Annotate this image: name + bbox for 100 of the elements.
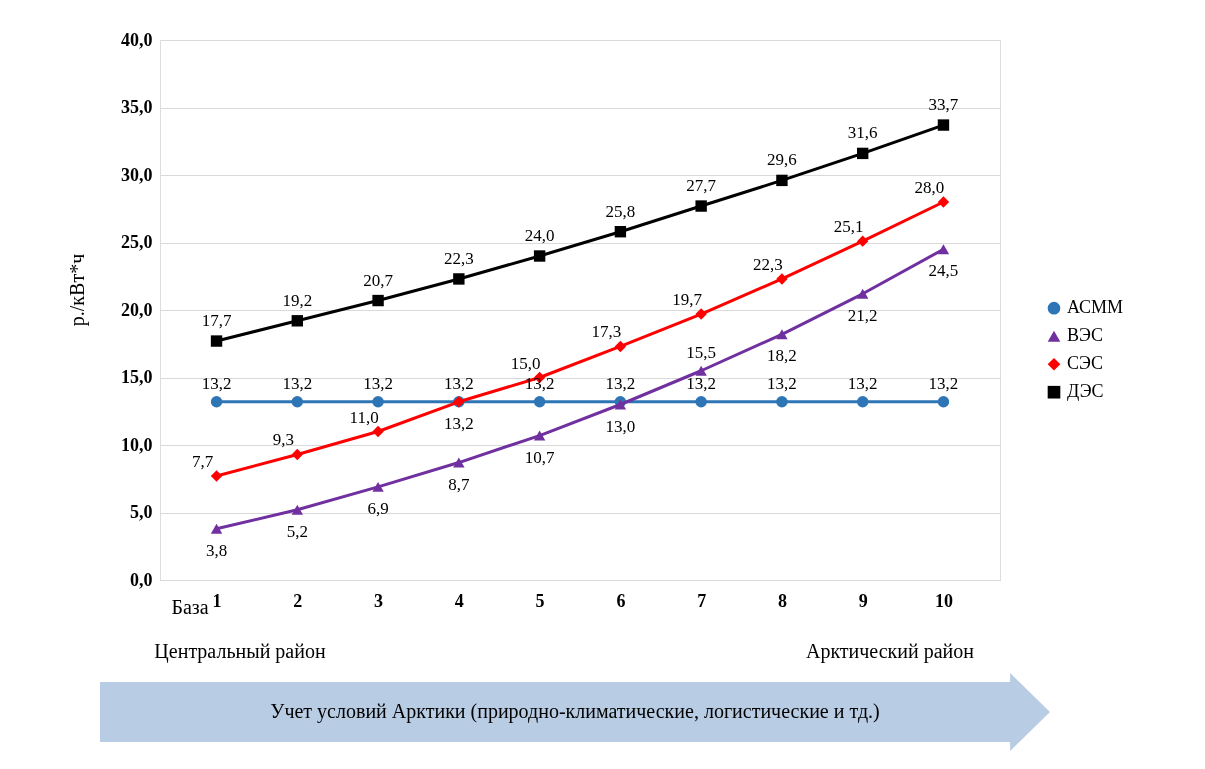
y-tick-label: 30,0 [121,164,153,185]
x-tick-label: 6 [616,590,626,611]
text: Учет условий Арктики (природно-климатические, логистические и тд.) [270,700,880,723]
data-label: 24,0 [524,226,555,245]
data-label: 20,7 [363,270,394,290]
point [614,226,627,238]
data-label: 25,1 [833,217,864,237]
point [856,147,869,160]
text: Центральный район [154,640,326,663]
y-tick-label: 15,0 [121,367,153,387]
point [937,119,950,131]
point [372,294,384,307]
point [291,396,304,408]
point [291,315,304,327]
y-tick-label: 0,0 [130,569,153,590]
data-label: 17,3 [591,322,622,342]
data-label: 13,0 [605,416,636,436]
data-label: 33,7 [928,95,959,115]
data-label: 7,7 [191,452,214,472]
y-tick-label: 20,0 [121,299,153,320]
data-label: 13,2 [767,373,797,393]
data-label: 17,7 [201,311,232,331]
point [776,396,788,408]
point [533,396,546,408]
data-label: 13,2 [363,373,393,393]
x-tick-label: 5 [535,590,545,611]
data-label: 13,2 [443,413,474,433]
text: База [171,596,209,618]
point [210,396,223,408]
data-label: 31,6 [847,123,878,143]
point [533,250,546,262]
data-label: 24,5 [928,261,959,281]
point [695,308,707,320]
data-label: 6,9 [367,498,389,518]
y-tick-label: 5,0 [130,502,153,522]
data-label: 25,8 [605,201,636,221]
legend-label: АСММ [1067,297,1124,318]
point [856,396,869,408]
point [210,335,223,347]
data-label: 13,2 [282,373,313,393]
point [695,396,707,408]
data-label: 19,7 [672,290,703,310]
data-label: 27,7 [686,176,717,196]
point [937,244,950,255]
data-label: 21,2 [847,305,878,325]
data-label: 8,7 [448,474,470,494]
point [776,273,788,285]
legend-label: ДЭС [1067,381,1104,402]
x-tick-label: 10 [934,590,953,611]
point [776,329,788,340]
point [210,470,223,482]
data-label: 10,7 [524,447,555,467]
data-label: 3,8 [205,540,228,560]
data-label: 11,0 [349,407,379,427]
x-tick-label: 7 [697,590,707,611]
point [937,396,950,408]
legend-label: СЭС [1067,353,1103,374]
data-label: 5,2 [286,521,308,541]
x-tick-label: 3 [374,590,384,611]
x-tick-label: 4 [454,590,464,611]
x-tick-label: 9 [858,590,868,611]
data-label: 13,2 [605,373,636,393]
point [453,273,465,285]
data-label: 9,3 [272,430,294,450]
data-label: 13,2 [928,373,959,393]
data-label: 15,0 [510,353,541,373]
point [210,523,223,534]
data-label: 13,2 [201,373,232,393]
point [776,174,788,187]
y-tick-label: 35,0 [121,97,153,117]
data-label: 13,2 [443,373,474,393]
text: Арктический район [805,640,975,663]
point [291,504,304,515]
data-label: 22,3 [443,248,474,268]
point [856,235,869,247]
data-label: 13,2 [686,373,717,393]
data-label: 22,3 [753,254,783,274]
point [372,396,384,408]
data-label: 28,0 [914,178,945,197]
x-tick-label: 1 [212,590,222,611]
x-tick-label: 8 [777,590,787,611]
y-tick-label: 40,0 [121,29,153,50]
point [291,448,304,461]
data-label: 15,5 [686,342,717,362]
point [533,430,546,441]
data-label: 18,2 [767,346,797,366]
x-tick-label: 2 [293,590,303,611]
data-label: 13,2 [847,373,878,393]
legend-label: ВЭС [1067,325,1103,346]
y-tick-label: 25,0 [121,232,153,252]
point [614,340,627,353]
point [372,425,384,438]
data-label: 29,6 [767,150,797,170]
y-tick-label: 10,0 [121,434,153,455]
point [695,200,707,212]
point [937,196,950,208]
point [695,365,707,376]
y-axis-title: р./кВт*ч [66,253,89,327]
point [372,481,384,492]
data-label: 19,2 [282,290,313,310]
